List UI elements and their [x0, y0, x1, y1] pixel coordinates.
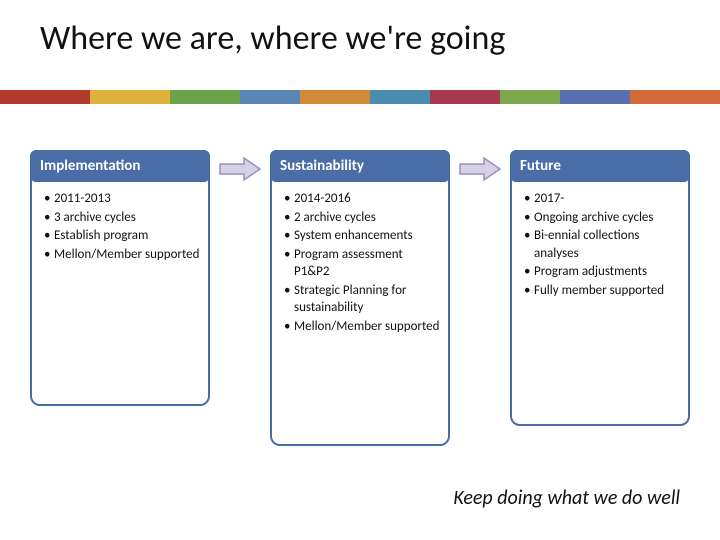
phase-header: Future: [510, 150, 690, 182]
bullet-item: Ongoing archive cycles: [524, 209, 680, 227]
stripe-segment: [300, 90, 370, 104]
bullet-item: Establish program: [44, 227, 200, 245]
phase-implementation: Implementation 2011-20133 archive cycles…: [30, 150, 210, 406]
arrow-icon: [458, 156, 502, 182]
bullet-item: 2011-2013: [44, 190, 200, 208]
stripe-segment: [0, 90, 90, 104]
stripe-segment: [500, 90, 560, 104]
arrow-icon: [218, 156, 262, 182]
bullet-item: Program assessment P1&P2: [284, 246, 440, 281]
phase-card: 2017-Ongoing archive cyclesBi-ennial col…: [510, 166, 690, 426]
phase-future: Future 2017-Ongoing archive cyclesBi-enn…: [510, 150, 690, 426]
bullet-item: System enhancements: [284, 227, 440, 245]
bullet-item: Fully member supported: [524, 282, 680, 300]
phase-sustainability: Sustainability 2014-20162 archive cycles…: [270, 150, 450, 446]
phase-card: 2011-20133 archive cyclesEstablish progr…: [30, 166, 210, 406]
phase-header: Sustainability: [270, 150, 450, 182]
slide: Where we are, where we're going Implemen…: [0, 0, 720, 540]
bullet-item: 2 archive cycles: [284, 209, 440, 227]
stripe-segment: [170, 90, 240, 104]
bullet-item: Program adjustments: [524, 263, 680, 281]
bullet-item: 3 archive cycles: [44, 209, 200, 227]
stripe-segment: [560, 90, 630, 104]
bullet-item: 2017-: [524, 190, 680, 208]
stripe-segment: [370, 90, 430, 104]
slide-title: Where we are, where we're going: [40, 18, 680, 59]
stripe-segment: [90, 90, 170, 104]
stripe-segment: [240, 90, 300, 104]
bullet-list: 2017-Ongoing archive cyclesBi-ennial col…: [520, 190, 680, 299]
bullet-item: Mellon/Member supported: [44, 246, 200, 264]
bullet-item: 2014-2016: [284, 190, 440, 208]
accent-stripe: [0, 90, 720, 104]
bullet-list: 2014-20162 archive cyclesSystem enhancem…: [280, 190, 440, 335]
phase-card: 2014-20162 archive cyclesSystem enhancem…: [270, 166, 450, 446]
bullet-list: 2011-20133 archive cyclesEstablish progr…: [40, 190, 200, 263]
phases-row: Implementation 2011-20133 archive cycles…: [30, 150, 690, 446]
stripe-segment: [430, 90, 500, 104]
bullet-item: Mellon/Member supported: [284, 318, 440, 336]
bullet-item: Bi-ennial collections analyses: [524, 227, 680, 262]
phase-header: Implementation: [30, 150, 210, 182]
bullet-item: Strategic Planning for sustainability: [284, 282, 440, 317]
footer-caption: Keep doing what we do well: [453, 486, 680, 510]
stripe-segment: [630, 90, 720, 104]
